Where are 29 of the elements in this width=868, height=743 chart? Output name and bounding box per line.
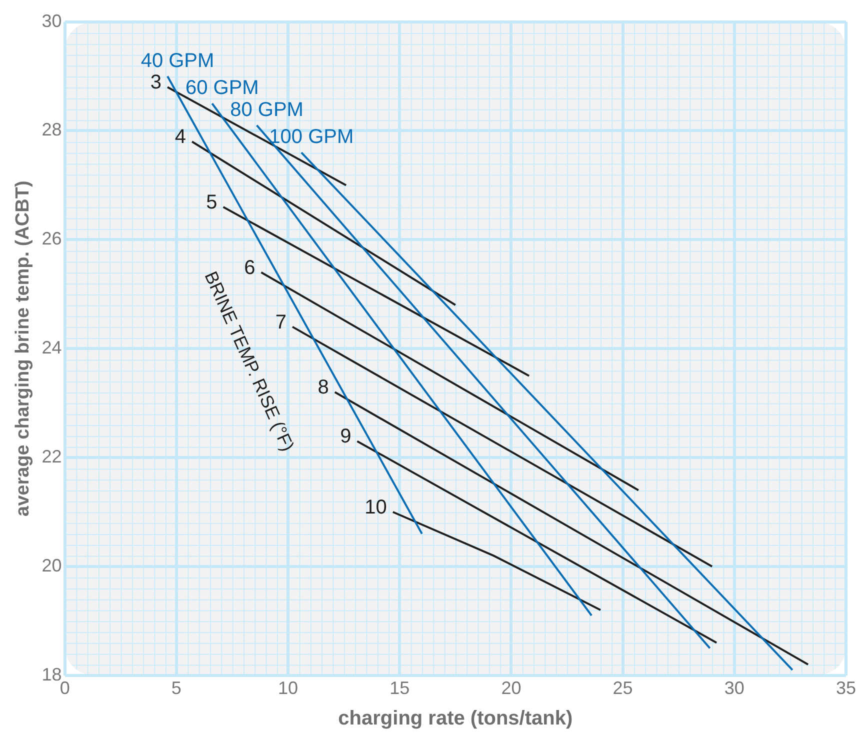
series-label: 80 GPM <box>230 98 304 121</box>
series-label: 100 GPM <box>269 126 354 148</box>
y-axis-title: average charging brine temp. (ACBT) <box>12 180 34 516</box>
y-tick-label: 20 <box>42 555 62 576</box>
series-label: 60 GPM <box>185 77 259 100</box>
y-tick-label: 28 <box>42 120 62 140</box>
x-tick-label: 10 <box>278 678 298 698</box>
y-tick-label: 24 <box>42 338 62 358</box>
series-label: 6 <box>244 256 256 279</box>
y-tick-label: 22 <box>42 446 62 466</box>
x-tick-label: 25 <box>612 678 633 698</box>
x-axis-title: charging rate (tons/tank) <box>338 708 573 730</box>
series-label: 10 <box>364 496 387 519</box>
x-tick-label: 35 <box>836 678 856 698</box>
y-tick-label: 18 <box>42 664 62 684</box>
series-label: 3 <box>150 72 162 94</box>
series-label: 4 <box>174 126 186 148</box>
series-label: 7 <box>275 311 286 334</box>
x-tick-label: 30 <box>724 678 744 698</box>
x-tick-label: 20 <box>501 678 522 698</box>
x-tick-label: 5 <box>171 678 182 698</box>
x-tick-label: 0 <box>60 678 70 698</box>
series-label: 9 <box>340 426 352 448</box>
series-label: 5 <box>206 192 218 214</box>
y-tick-label: 26 <box>42 228 62 249</box>
y-tick-label: 30 <box>42 10 62 31</box>
series-label: 40 GPM <box>140 50 214 72</box>
x-tick-label: 15 <box>390 678 410 698</box>
series-label: 8 <box>318 376 329 399</box>
